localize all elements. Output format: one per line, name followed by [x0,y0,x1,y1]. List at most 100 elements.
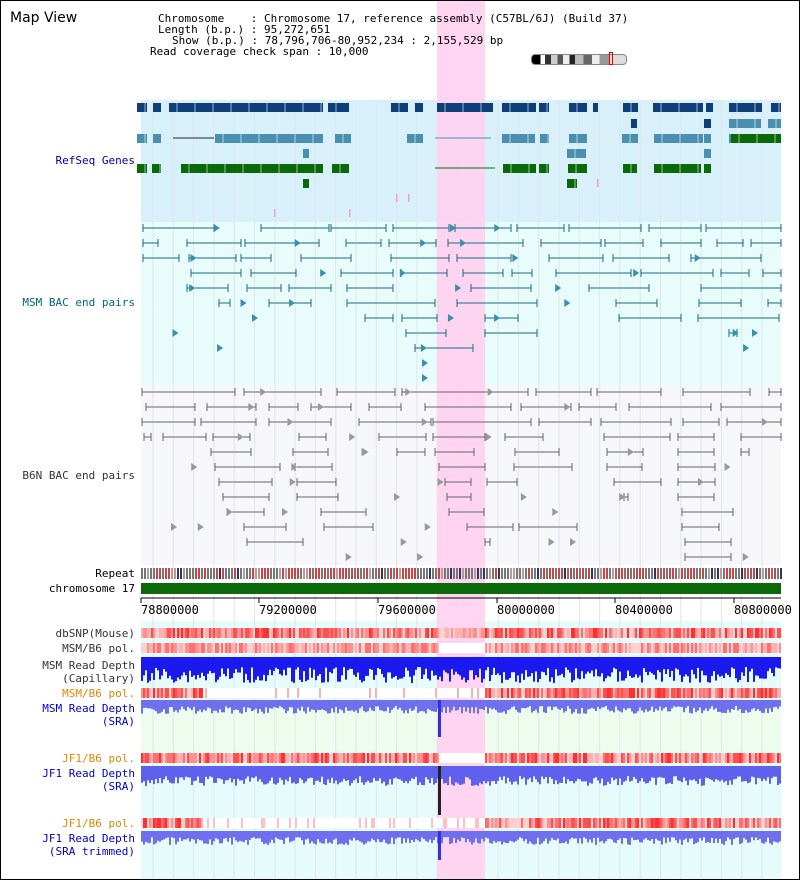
repeat-element [357,568,359,579]
heat-cell [289,688,291,698]
heat-cell [665,688,667,698]
depth-bar [423,766,425,786]
depth-bar [303,657,305,672]
depth-bar [695,766,697,782]
heat-cell [603,818,605,828]
heat-cell [371,818,373,828]
depth-bar [489,657,491,682]
heat-cell [737,643,739,653]
track-label-b6n-bac[interactable]: B6N BAC end pairs [22,469,135,482]
depth-bar [693,657,695,675]
bac-end-marker [421,418,428,426]
depth-bar [461,657,463,680]
depth-bar [213,831,215,842]
heat-cell [513,818,515,828]
track-label-msm-bac[interactable]: MSM BAC end pairs [22,296,135,309]
depth-bar [187,657,189,683]
depth-bar [227,766,229,781]
heat-cell [423,688,425,698]
depth-bar [229,657,231,679]
depth-bar [449,700,451,713]
heat-cell [293,628,295,638]
track-label-dbsnp[interactable]: dbSNP(Mouse) [55,627,135,640]
depth-bar [633,766,635,778]
track-label-msm-b6-pol-1[interactable]: MSM/B6 pol. [62,642,135,655]
heat-cell [465,818,467,828]
track-label-jf1-b6-pol-1[interactable]: JF1/B6 pol. [62,752,135,765]
heat-cell [445,688,447,698]
heat-cell [671,688,673,698]
depth-bar [749,831,751,843]
heat-cell [223,643,225,653]
heat-cell [169,753,171,763]
track-label-jf1-b6-pol-2[interactable]: JF1/B6 pol. [62,817,135,830]
depth-bar [771,700,773,712]
depth-bar [463,766,465,784]
depth-bar [763,766,765,779]
heat-cell [313,643,315,653]
depth-bar [277,766,279,783]
depth-bar [659,657,661,673]
heat-cell [431,643,433,653]
depth-bar [253,700,255,711]
depth-bar [611,657,613,673]
chromosome-ideogram[interactable] [531,52,627,65]
depth-bar [629,700,631,709]
heat-cell [387,643,389,653]
chromosome-bar [141,583,781,594]
depth-bar [415,700,417,707]
track-label-repeat[interactable]: Repeat [95,567,135,580]
track-label-msm-depth-sra[interactable]: MSM Read Depth (SRA) [42,702,135,728]
depth-bar [479,700,481,709]
depth-bar [189,831,191,842]
depth-bar [375,700,377,707]
heat-cell [329,688,331,698]
depth-bar [431,766,433,778]
heat-cell [297,818,299,828]
depth-bar [563,831,565,844]
heat-cell [693,628,695,638]
heat-cell [257,643,259,653]
bac-end-marker [724,463,731,471]
depth-bar [525,700,527,709]
track-label-jf1-depth-sra[interactable]: JF1 Read Depth (SRA) [42,767,135,793]
heat-cell [669,753,671,763]
heat-cell [395,628,397,638]
heat-cell [323,643,325,653]
heat-cell [403,753,405,763]
depth-bar [641,766,643,779]
depth-bar [331,657,333,674]
heat-cell [349,688,351,698]
heat-cell [559,818,561,828]
depth-bar [699,766,701,779]
depth-bar [693,831,695,845]
heat-cell [451,688,453,698]
heat-cell [735,628,737,638]
bac-end-marker [627,448,634,456]
heat-cell [255,688,257,698]
track-label-jf1-depth-trimmed[interactable]: JF1 Read Depth (SRA trimmed) [42,832,135,858]
heat-cell [161,688,163,698]
heat-cell [741,643,743,653]
heat-cell [619,628,621,638]
bac-end-marker [172,329,179,337]
track-label-refseq[interactable]: RefSeq Genes [55,154,135,167]
heat-cell [531,753,533,763]
heat-cell [357,688,359,698]
heat-cell [663,688,665,698]
depth-bar [709,831,711,843]
repeat-element [603,568,605,579]
track-label-msm-depth-capillary[interactable]: MSM Read Depth (Capillary) [42,659,135,685]
heat-cell [297,643,299,653]
heat-cell [451,818,453,828]
heat-cell [463,628,465,638]
depth-bar [451,700,453,711]
track-label-chromosome[interactable]: chromosome 17 [48,582,135,595]
heat-cell [349,753,351,763]
depth-bar [209,831,211,840]
heat-cell [703,688,705,698]
track-label-msm-b6-pol-2[interactable]: MSM/B6 pol. [62,687,135,700]
depth-bar [387,657,389,673]
heat-cell [377,628,379,638]
